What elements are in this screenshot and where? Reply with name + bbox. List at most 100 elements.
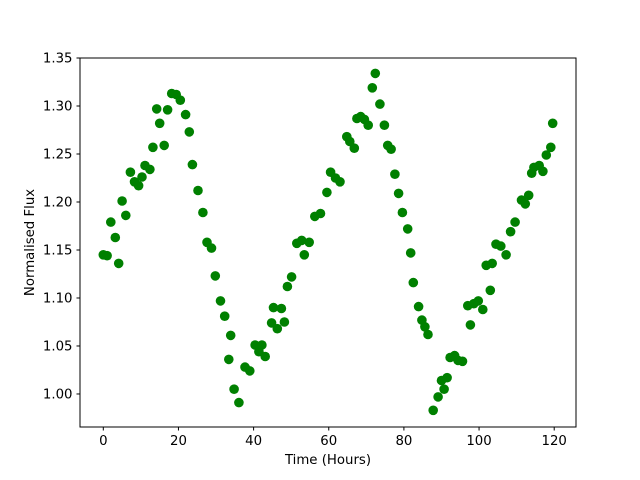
x-tick-label: 80 [395, 434, 412, 449]
data-point [520, 199, 531, 209]
data-point [487, 258, 498, 269]
data-point [113, 258, 124, 269]
x-tick-label: 120 [542, 434, 567, 449]
data-point [541, 150, 552, 160]
data-point [501, 250, 511, 260]
y-tick-label: 1.15 [43, 244, 73, 259]
data-point [390, 169, 400, 179]
x-tick-label: 100 [466, 434, 491, 449]
data-point [413, 301, 424, 312]
data-point [286, 272, 297, 282]
data-point [402, 224, 413, 234]
y-tick-label: 1.00 [43, 388, 73, 403]
data-point [279, 317, 290, 327]
data-point [315, 208, 326, 219]
data-point [299, 250, 310, 260]
data-point [225, 330, 236, 341]
data-point [457, 356, 468, 367]
data-point [272, 323, 283, 334]
y-tick-label: 1.10 [43, 292, 73, 307]
data-point [148, 142, 158, 153]
data-point [433, 392, 443, 402]
x-tick-label: 0 [99, 434, 107, 449]
data-point [405, 248, 416, 258]
data-point [523, 190, 534, 201]
data-point [465, 320, 476, 330]
data-point [219, 311, 230, 322]
data-point [505, 226, 516, 237]
data-point [206, 243, 217, 253]
data-point [496, 241, 506, 251]
data-point [379, 120, 390, 130]
data-point [397, 207, 408, 218]
data-point [198, 207, 208, 218]
data-point [510, 217, 520, 227]
data-point [137, 172, 147, 182]
data-point [282, 281, 293, 292]
data-point [367, 83, 378, 93]
data-point [234, 397, 244, 408]
y-tick-label: 1.25 [43, 148, 73, 163]
data-point [408, 277, 419, 288]
data-point [420, 322, 430, 332]
data-point [260, 351, 271, 362]
data-point [159, 140, 169, 151]
axes-spines [79, 57, 577, 428]
data-point [106, 217, 116, 227]
data-point [224, 354, 234, 365]
data-point [102, 250, 112, 261]
data-point [210, 271, 221, 281]
data-point [268, 302, 279, 313]
data-point [175, 95, 186, 105]
data-point [428, 405, 439, 416]
data-point [180, 109, 191, 120]
data-point [184, 127, 195, 137]
x-tick-label: 60 [320, 434, 337, 449]
data-point [473, 296, 484, 306]
y-tick-label: 1.35 [43, 52, 73, 67]
data-point [547, 118, 558, 129]
data-point [145, 164, 155, 175]
data-point [117, 196, 127, 206]
data-point [546, 142, 556, 153]
x-tick-label: 40 [245, 434, 262, 449]
data-point [478, 304, 488, 315]
data-point [304, 237, 315, 248]
data-point [193, 185, 203, 196]
x-axis: 0 20 40 60 80 100 120 [99, 427, 567, 449]
data-point [442, 372, 452, 383]
y-tick-label: 1.20 [43, 196, 73, 211]
data-point [375, 99, 385, 109]
data-point [245, 366, 255, 376]
data-point [257, 340, 267, 350]
data-point [121, 210, 131, 221]
data-point [363, 120, 374, 130]
data-point [187, 159, 198, 170]
data-point [538, 166, 548, 177]
data-point [335, 177, 345, 187]
data-point [133, 180, 144, 191]
data-point [110, 232, 121, 243]
data-point [370, 68, 381, 79]
y-tick-label: 1.30 [43, 100, 73, 115]
data-point [386, 144, 396, 154]
data-points [98, 68, 558, 416]
data-point [296, 235, 307, 246]
data-point [393, 188, 404, 199]
data-point [215, 296, 226, 306]
data-point [276, 303, 287, 314]
data-point [229, 384, 239, 395]
x-tick-label: 20 [170, 434, 187, 449]
x-axis-label: Time (Hours) [284, 453, 371, 468]
data-point [154, 118, 165, 129]
data-point [322, 187, 332, 198]
y-axis-label: Normalised Flux [23, 189, 38, 296]
data-point [125, 167, 136, 177]
data-point [151, 104, 162, 114]
data-point [423, 329, 433, 340]
data-point [349, 143, 360, 153]
data-point [485, 285, 496, 296]
data-point [439, 384, 449, 395]
